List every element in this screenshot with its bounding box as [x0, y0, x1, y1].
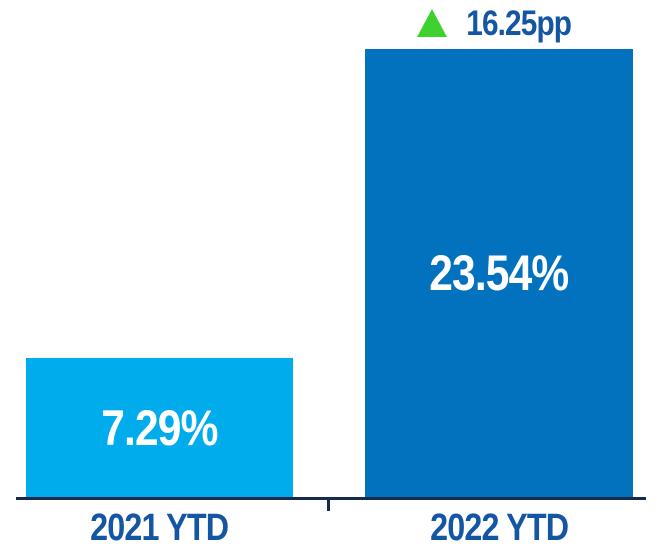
bar-2021-value-label: 7.29%	[101, 399, 218, 456]
category-label-2021-text: 2021 YTD	[90, 507, 229, 549]
category-label-2021-ytd: 2021 YTD	[26, 507, 293, 550]
category-label-2022-text: 2022 YTD	[429, 507, 569, 549]
bar-2022-ytd: 23.54%	[365, 49, 633, 497]
x-axis-center-tick	[327, 500, 330, 511]
category-label-2022-ytd: 2022 YTD	[365, 507, 633, 550]
change-annotation: 16.25pp	[365, 4, 633, 44]
bar-2022-value-label: 23.54%	[429, 245, 569, 301]
bar-2021-ytd: 7.29%	[26, 358, 293, 497]
x-axis-line	[16, 497, 646, 500]
change-annotation-label: 16.25pp	[466, 4, 573, 43]
up-triangle-icon	[417, 9, 448, 37]
